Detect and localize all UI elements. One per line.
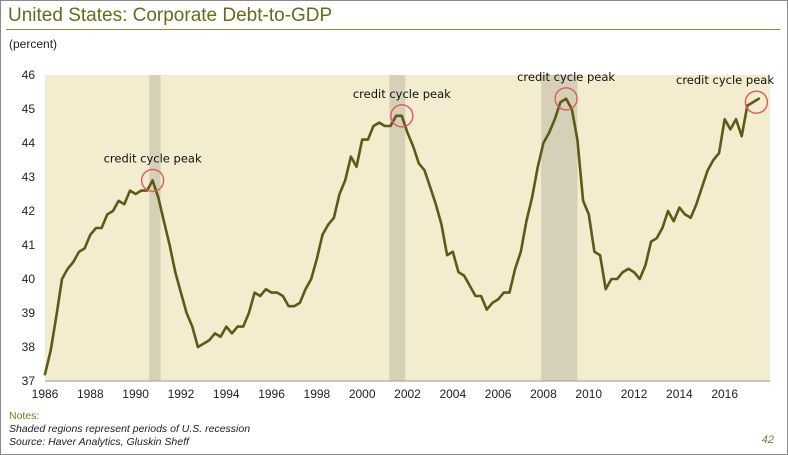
y-tick-label: 38 (22, 340, 36, 354)
x-tick-label: 2008 (530, 387, 557, 401)
units-label: (percent) (9, 37, 58, 51)
x-tick-label: 1996 (258, 387, 285, 401)
y-tick-label: 40 (22, 272, 36, 286)
peak-label: credit cycle peak (353, 87, 451, 101)
x-tick-label: 2002 (394, 387, 421, 401)
peak-label: credit cycle peak (104, 151, 202, 165)
peak-circle (390, 104, 414, 128)
x-tick-label: 1988 (77, 387, 104, 401)
peak-circle (554, 87, 578, 111)
peak-label: credit cycle peak (517, 70, 615, 84)
title-divider (6, 29, 780, 30)
x-tick-label: 2004 (439, 387, 466, 401)
x-tick-label: 1990 (122, 387, 149, 401)
chart-title: United States: Corporate Debt-to-GDP (8, 5, 333, 26)
recession-band (541, 75, 578, 381)
y-tick-label: 45 (22, 102, 36, 116)
x-tick-label: 1992 (168, 387, 195, 401)
y-tick-label: 41 (22, 238, 36, 252)
notes-recession-text: Shaded regions represent periods of U.S.… (9, 423, 251, 435)
notes-source-text: Source: Haver Analytics, Gluskin Sheff (9, 436, 189, 448)
y-tick-label: 37 (22, 374, 36, 388)
x-tick-label: 2010 (575, 387, 602, 401)
y-tick-label: 44 (22, 136, 36, 150)
recession-band (149, 75, 161, 381)
x-tick-label: 1998 (304, 387, 331, 401)
y-tick-label: 46 (22, 68, 36, 82)
page-number: 42 (761, 434, 774, 446)
peak-circle (140, 168, 165, 193)
y-tick-label: 42 (22, 204, 36, 218)
peak-circle (744, 90, 769, 114)
x-tick-label: 2006 (485, 387, 512, 401)
notes-block: Notes: Shaded regions represent periods … (9, 410, 250, 449)
x-tick-label: 2012 (621, 387, 648, 401)
x-tick-label: 2000 (349, 387, 376, 401)
recession-band (389, 75, 406, 381)
y-tick-label: 39 (22, 306, 36, 320)
y-tick-label: 43 (22, 170, 36, 184)
peak-label: credit cycle peak (676, 73, 774, 87)
x-tick-label: 1994 (213, 387, 240, 401)
debt-to-gdp-line (43, 97, 761, 376)
x-tick-label: 2016 (711, 387, 738, 401)
x-tick-label: 2014 (666, 387, 693, 401)
notes-label: Notes: (9, 410, 40, 422)
x-tick-label: 1986 (32, 387, 59, 401)
